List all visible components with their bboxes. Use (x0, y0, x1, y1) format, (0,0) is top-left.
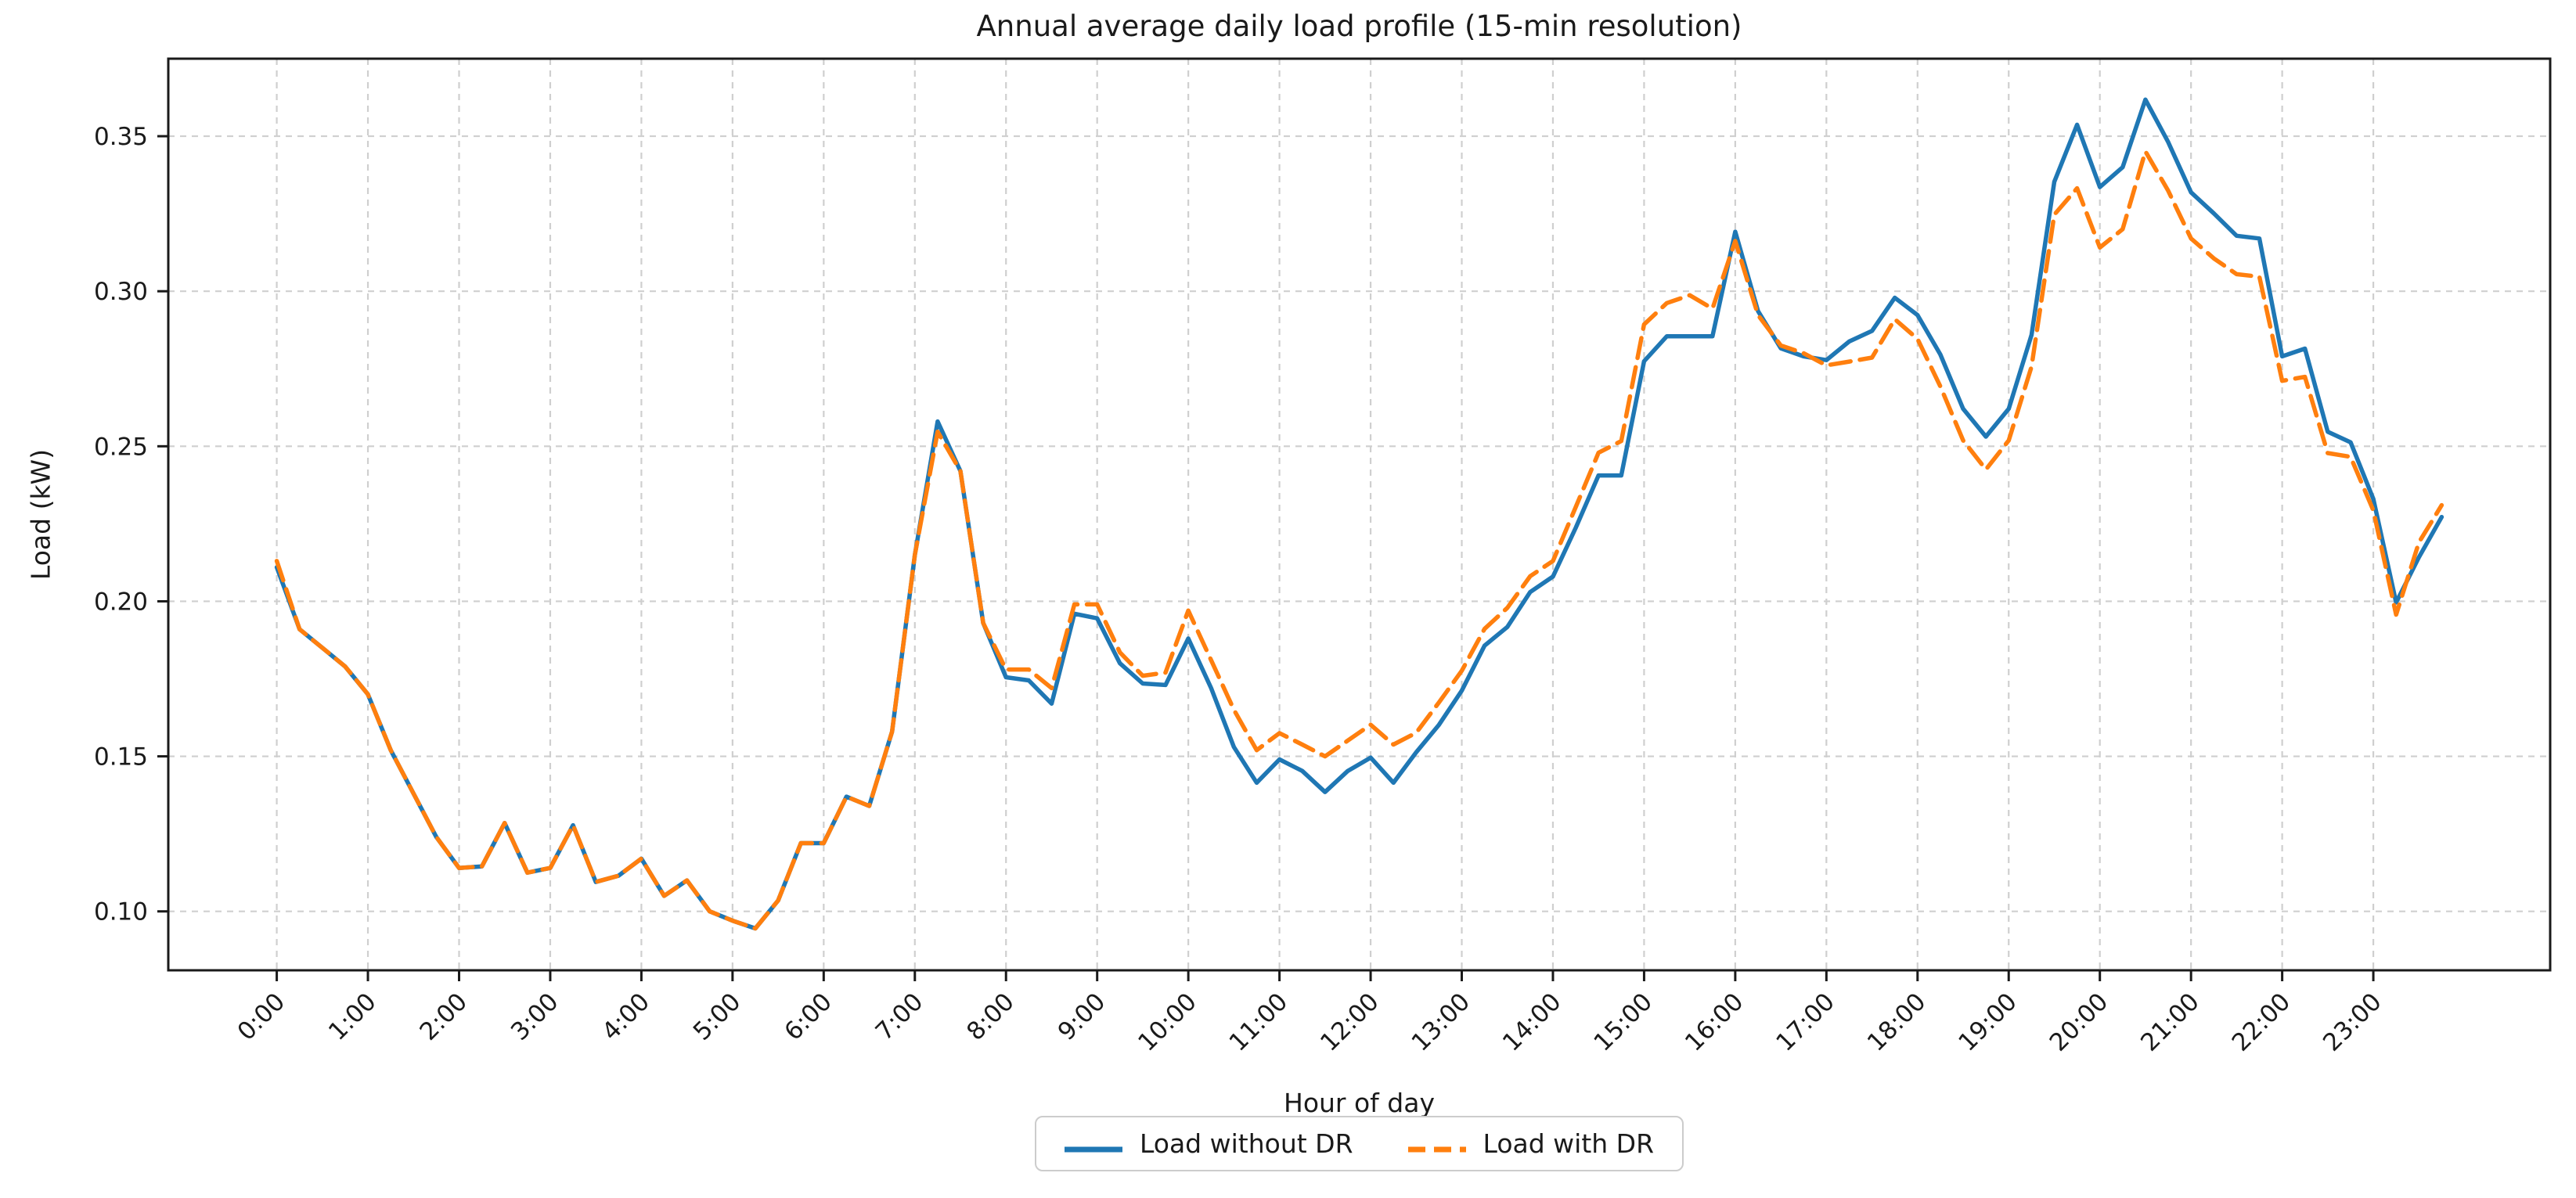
plot-spines (167, 57, 2552, 972)
x-tick-label: 15:00 (1588, 988, 1658, 1057)
x-tick-label: 8:00 (961, 988, 1020, 1046)
x-tick-label: 16:00 (1680, 988, 1749, 1057)
x-tick-label: 23:00 (2318, 988, 2387, 1057)
y-axis-label: Load (kW) (25, 448, 56, 581)
y-tick-label: 0.20 (94, 588, 148, 616)
x-tick-label: 10:00 (1133, 988, 1202, 1057)
x-tick-label: 12:00 (1315, 988, 1385, 1057)
series-line-load-with-dr (274, 149, 2444, 931)
legend-label: Load without DR (1139, 1128, 1353, 1159)
x-tick-label: 9:00 (1053, 988, 1111, 1046)
x-tick-label: 14:00 (1497, 988, 1567, 1057)
x-tick-label: 20:00 (2045, 988, 2114, 1057)
x-tick-label: 6:00 (779, 988, 838, 1046)
legend: Load without DR Load with DR (168, 1116, 2550, 1171)
x-tick-label: 5:00 (688, 988, 747, 1046)
x-tick-label: 7:00 (870, 988, 929, 1046)
y-tick-label: 0.35 (94, 123, 148, 151)
plot-area (168, 59, 2550, 970)
x-tick-label: 21:00 (2135, 988, 2205, 1057)
x-tick-label: 2:00 (414, 988, 473, 1046)
x-tick-label: 0:00 (232, 988, 291, 1046)
x-tick-label: 19:00 (1953, 988, 2023, 1057)
legend-item-load-with-dr: Load with DR (1407, 1128, 1655, 1159)
x-tick-label: 17:00 (1771, 988, 1840, 1057)
legend-item-load-without-dr: Load without DR (1064, 1128, 1353, 1159)
x-tick-label: 3:00 (506, 988, 564, 1046)
y-tick-label: 0.25 (94, 433, 148, 461)
chart-title: Annual average daily load profile (15-mi… (976, 9, 1742, 43)
x-tick-label: 13:00 (1407, 988, 1476, 1057)
y-tick-label: 0.10 (94, 898, 148, 926)
y-tick-label: 0.30 (94, 278, 148, 306)
gridlines (168, 59, 2550, 970)
legend-box: Load without DR Load with DR (1034, 1116, 1684, 1171)
legend-line-solid-icon (1064, 1141, 1122, 1152)
legend-line-dashed-icon (1407, 1141, 1466, 1152)
x-tick-label: 4:00 (596, 988, 655, 1046)
x-tick-label: 22:00 (2227, 988, 2297, 1057)
x-tick-label: 18:00 (1862, 988, 1932, 1057)
x-tick-label: 1:00 (323, 988, 382, 1046)
x-axis-label: Hour of day (1284, 1088, 1435, 1118)
x-tick-label: 11:00 (1224, 988, 1294, 1057)
legend-label: Load with DR (1483, 1128, 1655, 1159)
tick-marks (157, 135, 2375, 981)
y-tick-label: 0.15 (94, 743, 148, 772)
